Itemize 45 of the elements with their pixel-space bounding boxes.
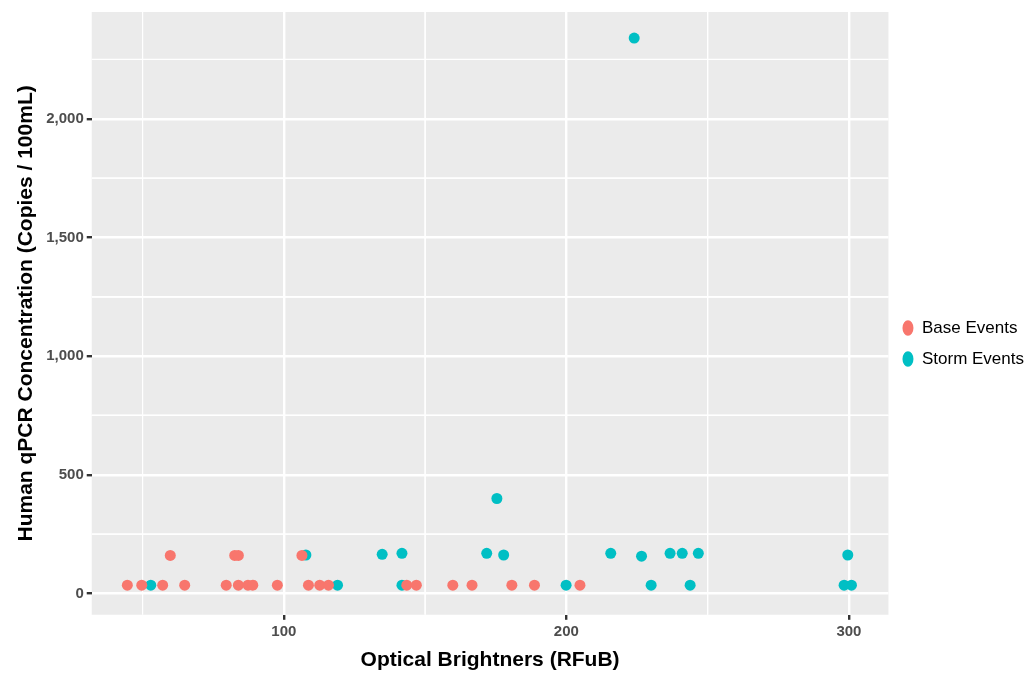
point — [323, 579, 334, 591]
point — [628, 32, 640, 44]
point — [506, 579, 518, 591]
point — [164, 549, 176, 561]
point — [664, 547, 676, 559]
y-tick-label: 2,000 — [46, 108, 84, 126]
x-tick-label: 200 — [553, 621, 579, 639]
point — [481, 547, 493, 559]
point — [302, 579, 314, 591]
point — [157, 579, 169, 591]
x-axis-title: Optical Brightners (RFuB) — [360, 647, 620, 671]
point — [136, 579, 148, 591]
point — [684, 579, 696, 591]
point — [121, 579, 133, 591]
point — [491, 493, 503, 505]
legend-label: Storm Events — [921, 348, 1025, 368]
point — [645, 579, 657, 591]
y-tick-label: 0 — [75, 583, 84, 601]
point — [376, 548, 388, 560]
y-tick-label: 1,000 — [46, 346, 84, 364]
point — [574, 579, 586, 591]
point — [528, 579, 540, 591]
y-axis-title: Human qPCR Concentration (Copies / 100mL) — [13, 85, 37, 542]
y-tick-label: 500 — [58, 464, 84, 482]
point — [842, 549, 854, 561]
point — [410, 579, 422, 591]
point — [232, 579, 244, 591]
point — [179, 579, 191, 591]
point — [220, 579, 232, 591]
point — [498, 549, 510, 561]
point — [605, 547, 617, 559]
y-tick-label: 1,500 — [46, 227, 84, 245]
point — [296, 549, 308, 561]
x-tick-label: 100 — [271, 621, 297, 639]
point — [560, 579, 572, 591]
point — [401, 579, 413, 591]
legend-label: Base Events — [921, 317, 1018, 337]
point — [466, 579, 478, 591]
point — [692, 547, 704, 559]
point — [447, 579, 459, 591]
x-tick-label: 300 — [836, 621, 862, 639]
point — [636, 550, 648, 562]
point — [396, 547, 408, 559]
point — [676, 547, 688, 559]
point — [271, 579, 283, 591]
